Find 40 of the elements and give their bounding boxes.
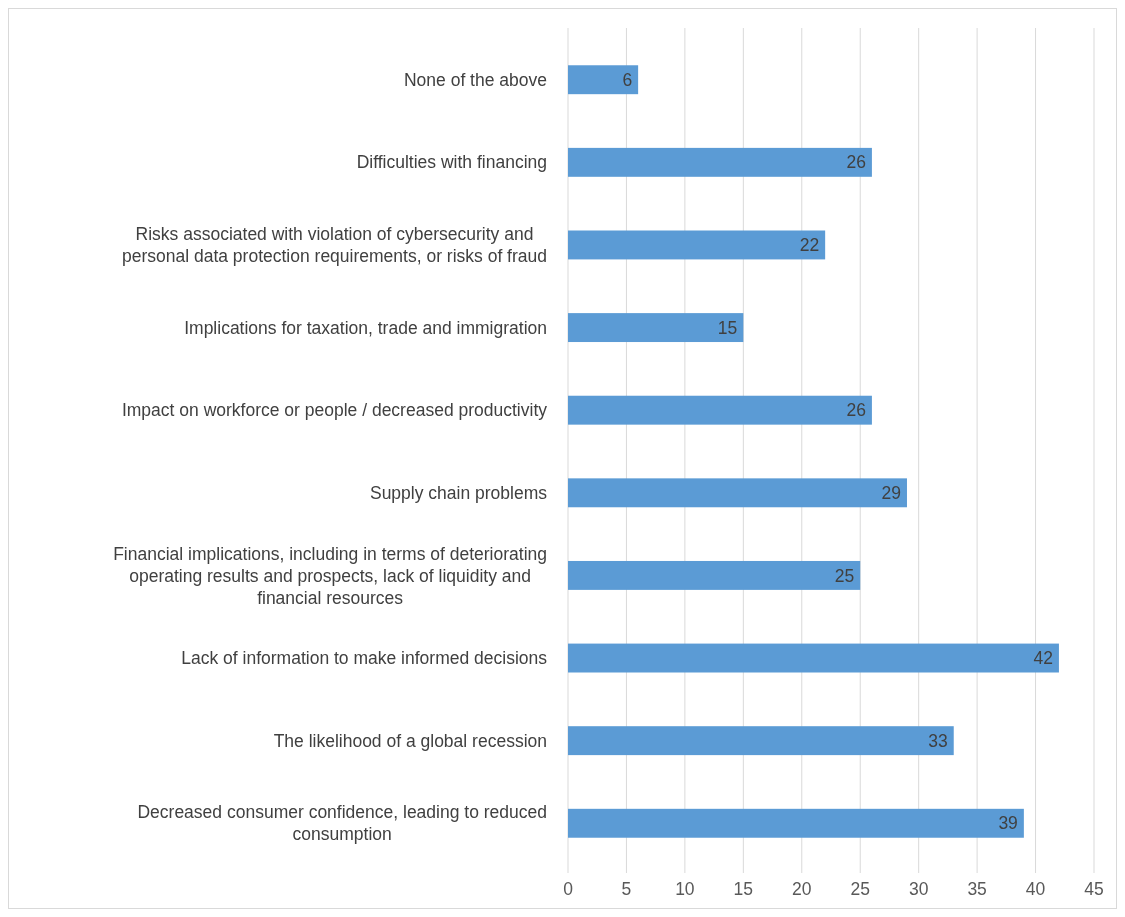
bar bbox=[568, 313, 744, 343]
x-tick-label: 45 bbox=[1084, 879, 1104, 899]
x-tick-label: 30 bbox=[908, 879, 929, 899]
data-label: 25 bbox=[834, 565, 855, 586]
x-tick-label: 35 bbox=[967, 879, 987, 899]
data-label: 39 bbox=[998, 813, 1018, 834]
data-label: 22 bbox=[799, 235, 820, 256]
data-label: 6 bbox=[622, 69, 633, 90]
data-label: 29 bbox=[881, 482, 901, 503]
data-label: 33 bbox=[928, 730, 948, 751]
y-tick-label: None of the above bbox=[403, 69, 547, 90]
x-tick-label: 0 bbox=[563, 879, 574, 899]
x-tick-label: 15 bbox=[733, 879, 754, 899]
y-tick-label: Supply chain problems bbox=[369, 482, 548, 503]
x-tick-label: 10 bbox=[675, 879, 695, 899]
y-tick-label: Impact on workforce or people / decreased productivity bbox=[121, 400, 548, 421]
x-tick-label: 20 bbox=[792, 879, 812, 899]
y-tick-label: Risks associated with violation of cybersecurity and personal data protection requirements, or risks of fraud bbox=[121, 224, 547, 267]
bar bbox=[568, 395, 872, 425]
bar bbox=[568, 65, 639, 95]
bar bbox=[568, 147, 872, 177]
data-label: 26 bbox=[846, 400, 866, 421]
data-label: 15 bbox=[717, 317, 738, 338]
y-tick-label: The likelihood of a global recession bbox=[273, 730, 548, 751]
y-tick-label: Difficulties with financing bbox=[356, 152, 547, 173]
bar bbox=[568, 560, 861, 590]
y-tick-label: Financial implications, including in terms of deteriorating operating results and prospects, lack of liquidity and financial resources bbox=[113, 543, 548, 608]
bar bbox=[568, 726, 954, 756]
bar bbox=[568, 643, 1059, 673]
bar bbox=[568, 230, 826, 260]
y-tick-label: Decreased consumer confidence, leading to reduced consumption bbox=[137, 802, 547, 845]
bar bbox=[568, 808, 1024, 838]
x-tick-label: 25 bbox=[850, 879, 870, 899]
x-tick-label: 40 bbox=[1025, 879, 1046, 899]
y-tick-label: Implications for taxation, trade and immigration bbox=[184, 317, 547, 338]
x-tick-label: 5 bbox=[621, 879, 632, 899]
bar bbox=[568, 478, 907, 508]
data-label: 26 bbox=[846, 152, 866, 173]
data-label: 42 bbox=[1033, 648, 1053, 669]
y-tick-label: Lack of information to make informed decisions bbox=[181, 648, 548, 669]
